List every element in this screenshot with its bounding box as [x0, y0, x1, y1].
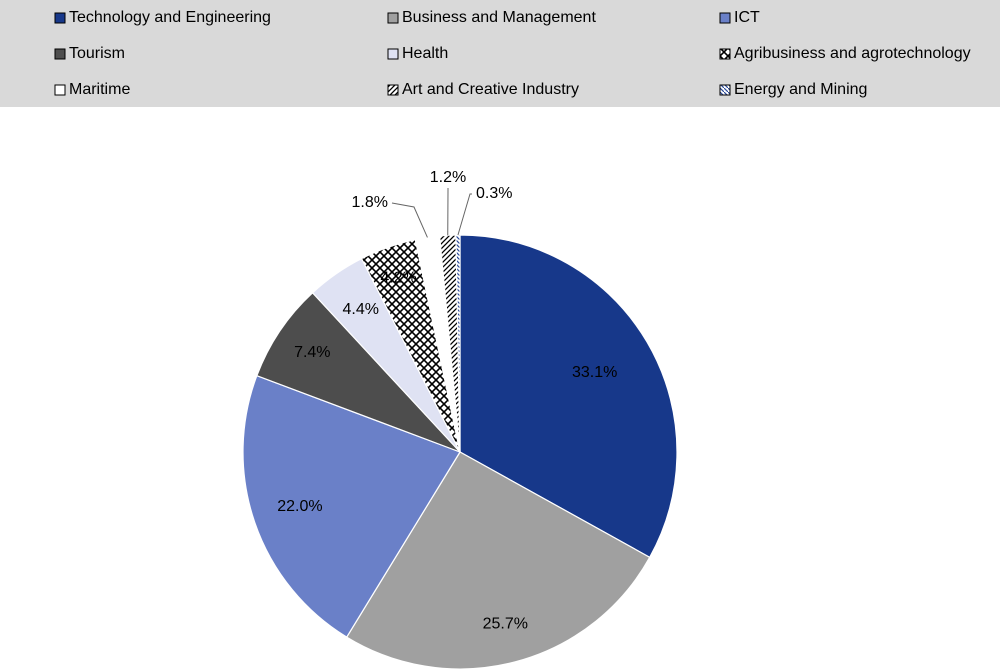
legend-label: Health	[402, 45, 448, 62]
legend-label: Tourism	[69, 45, 125, 62]
legend-label: Business and Management	[402, 9, 596, 26]
legend-swatch	[54, 84, 66, 96]
pie-slice	[345, 451, 651, 669]
data-label: 7.4%	[294, 344, 330, 361]
legend: Technology and Engineering Business and M…	[54, 9, 971, 98]
data-label: 4.2%	[380, 269, 416, 286]
legend-swatch	[387, 84, 399, 96]
pie-slice	[459, 234, 678, 559]
legend-swatch	[719, 84, 731, 96]
legend-swatch	[387, 48, 399, 60]
leader-line	[391, 202, 428, 238]
legend-background	[0, 0, 1000, 107]
data-label: 25.7%	[483, 615, 528, 632]
legend-label: Art and Creative Industry	[402, 81, 579, 98]
pie: 33.1% 25.7% 22.0% 7.4% 4.4%4.2% 1.8% 1.2% 0.3%	[242, 169, 678, 669]
data-label: 4.4%	[342, 301, 378, 318]
pie-slice	[242, 374, 461, 638]
legend-swatch	[54, 48, 66, 60]
legend-swatch	[719, 48, 731, 60]
data-label: 0.3%	[476, 185, 512, 202]
legend-swatch	[387, 12, 399, 24]
data-label: 1.2%	[430, 169, 466, 186]
data-label: 22.0%	[277, 498, 322, 515]
pie-slice	[256, 291, 461, 453]
legend-swatch	[719, 12, 731, 24]
leader-line	[457, 193, 472, 236]
legend-label: Technology and Engineering	[69, 9, 271, 26]
legend-label: Maritime	[69, 81, 130, 98]
legend-label: Agribusiness and agrotechnology	[734, 45, 971, 62]
legend-label: Energy and Mining	[734, 81, 867, 98]
legend-label: ICT	[734, 9, 760, 26]
data-label: 1.8%	[352, 194, 388, 211]
legend-swatch	[54, 12, 66, 24]
data-label: 33.1%	[572, 364, 617, 381]
